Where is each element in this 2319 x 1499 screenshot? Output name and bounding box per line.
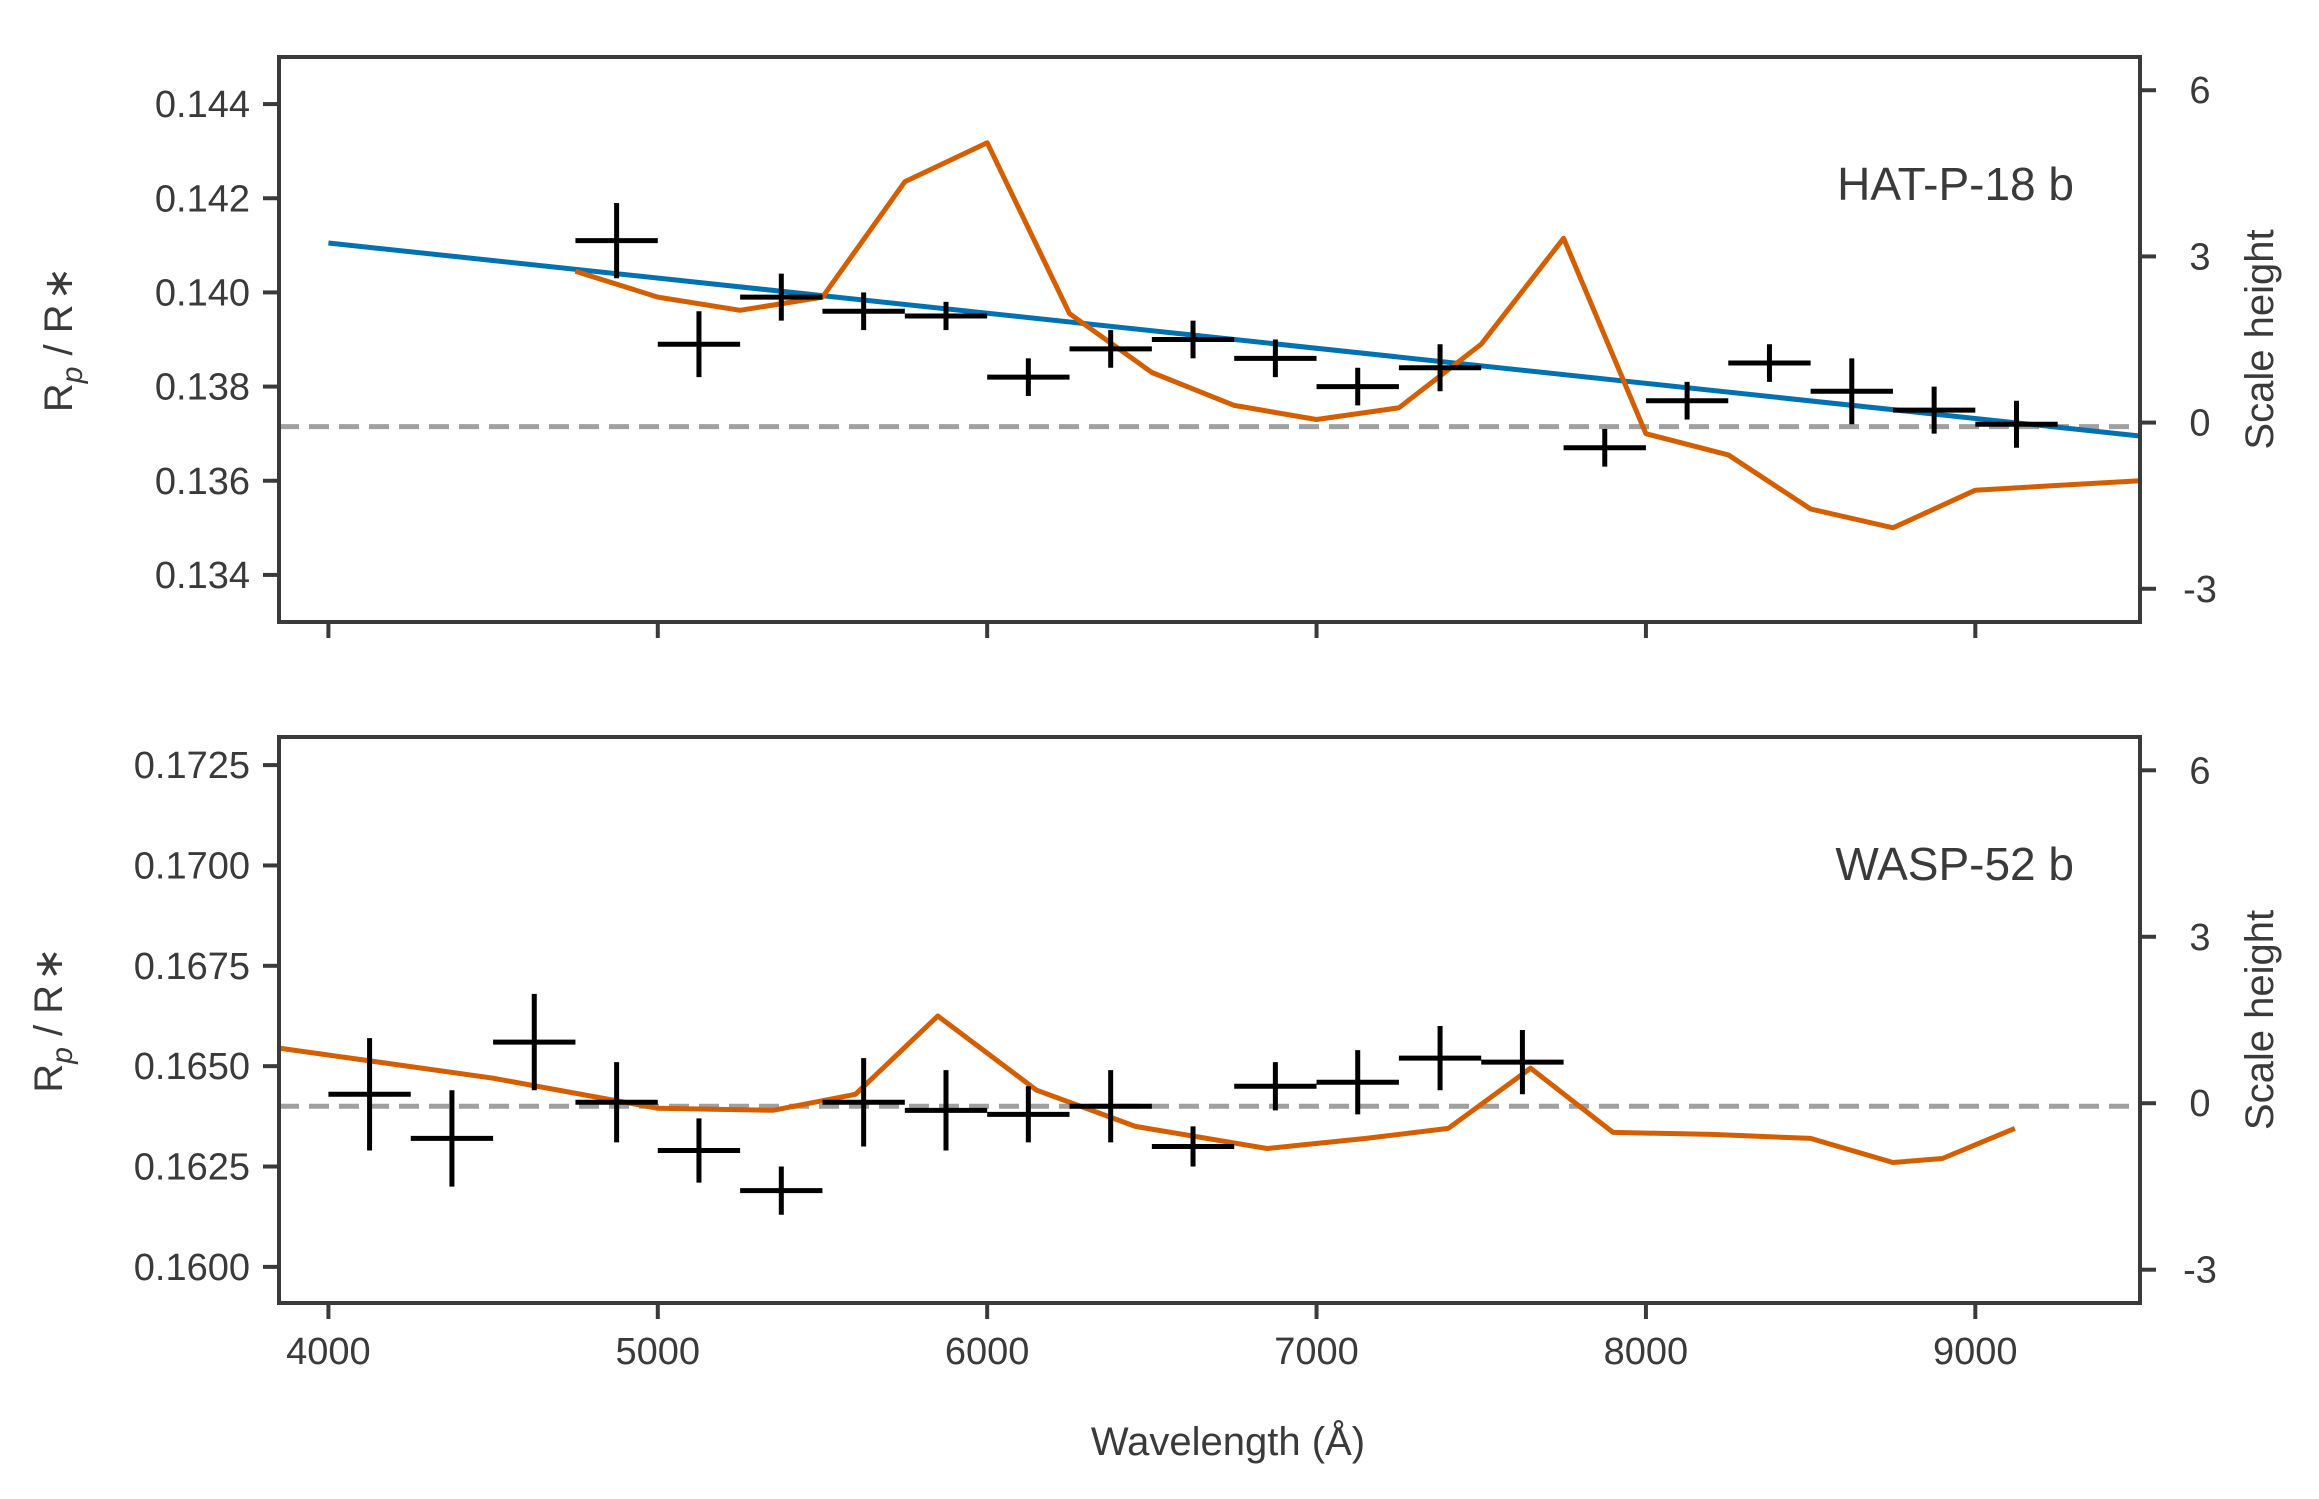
y-tick-label: 0.1725: [134, 745, 250, 787]
model-spectrum-line: [574, 140, 2140, 531]
data-point: [1398, 1026, 1482, 1091]
y2-tick-label: 0: [2189, 1083, 2210, 1125]
data-point: [987, 358, 1070, 396]
data-point: [575, 1062, 658, 1143]
data-point: [1316, 1050, 1399, 1115]
data-point: [328, 1038, 411, 1151]
y-axis-label: Rp / R∗: [27, 947, 79, 1092]
data-point: [1069, 330, 1152, 368]
y2-tick-label: 0: [2189, 403, 2210, 445]
data-point: [1234, 339, 1317, 378]
data-point: [575, 202, 658, 279]
y-tick-label: 0.142: [155, 178, 250, 220]
y-tick-label: 0.1700: [134, 845, 250, 887]
axes-frame: [277, 735, 2142, 1305]
data-point: [1151, 1126, 1235, 1167]
data-point: [1810, 358, 1893, 425]
data-point: [822, 292, 905, 331]
y2-tick-label: 3: [2189, 917, 2210, 959]
data-point: [1398, 344, 1482, 392]
data-point: [1234, 1062, 1317, 1111]
x-axis-label: Wavelength (Å): [1091, 1419, 1365, 1464]
x-tick-label: 5000: [616, 1331, 701, 1373]
x-tick-label: 6000: [945, 1331, 1030, 1373]
x-tick-label: 7000: [1274, 1331, 1359, 1373]
data-point: [822, 1058, 905, 1147]
y2-tick-label: 6: [2189, 70, 2210, 112]
data-point: [740, 273, 823, 321]
data-point: [1069, 1070, 1152, 1143]
x-tick-label: 9000: [1933, 1331, 2018, 1373]
panel-title: WASP-52 b: [1835, 838, 2074, 890]
axes-frame: [277, 55, 2142, 624]
x-tick-label: 4000: [286, 1331, 371, 1373]
plot-area: [279, 140, 2140, 531]
y2-tick-label: -3: [2183, 1250, 2217, 1292]
data-point: [1892, 386, 1976, 434]
data-point: [904, 1070, 988, 1151]
y-tick-label: 0.1675: [134, 946, 250, 988]
y-tick-label: 0.1625: [134, 1147, 250, 1189]
plot-area: [279, 993, 2140, 1215]
panel-wasp-52b: WASP-52 b 4000 5000 6000 7000 8000 9000 0.1600…: [27, 735, 2282, 1373]
y-tick-label: 0.144: [155, 84, 250, 126]
data-point: [1151, 320, 1235, 359]
y2-tick-label: 6: [2189, 750, 2210, 792]
y-tick-label: 0.138: [155, 367, 250, 409]
y-axis-label: Rp / R∗: [37, 267, 89, 412]
data-point: [410, 1090, 494, 1187]
y2-tick-label: -3: [2183, 569, 2217, 611]
panel-title: HAT-P-18 b: [1837, 158, 2074, 210]
y2-axis-label: Scale height: [2238, 910, 2282, 1130]
data-point: [1645, 381, 1729, 420]
data-point: [1975, 400, 2058, 448]
data-point: [1316, 367, 1399, 406]
x-tick-label: 8000: [1604, 1331, 1689, 1373]
y-tick-label: 0.136: [155, 461, 250, 503]
data-point: [904, 301, 988, 331]
y-tick-label: 0.1600: [134, 1247, 250, 1289]
y2-axis-label: Scale height: [2238, 229, 2282, 449]
data-point: [493, 993, 576, 1091]
data-point: [987, 1086, 1070, 1143]
y2-tick-label: 3: [2189, 236, 2210, 278]
data-point: [1481, 1030, 1564, 1095]
panel-hat-p-18b: HAT-P-18 b 0.134 0.136 0.138 0.140 0.142 0.14…: [37, 55, 2282, 638]
model-spectrum-line: [279, 1013, 2016, 1165]
y-tick-label: 0.140: [155, 272, 250, 314]
data-point: [740, 1166, 823, 1215]
data-point: [657, 311, 741, 378]
y-tick-label: 0.134: [155, 555, 250, 597]
y-tick-label: 0.1650: [134, 1046, 250, 1088]
data-point: [1728, 344, 1811, 382]
data-point: [1563, 428, 1646, 467]
data-point: [657, 1118, 741, 1183]
